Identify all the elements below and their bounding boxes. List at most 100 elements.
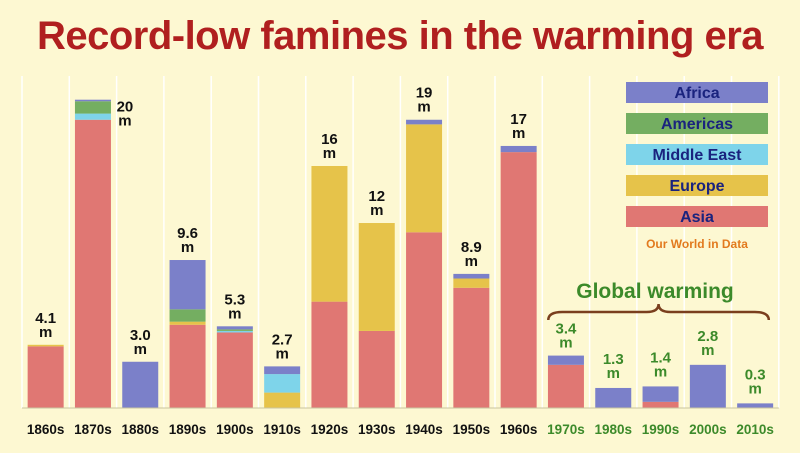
legend-swatch-middle-east — [626, 144, 768, 165]
bar-asia-1900s — [216, 332, 253, 408]
bar-unit-label: m — [118, 113, 131, 130]
bar-unit-label: m — [39, 324, 52, 341]
bar-asia-1950s — [453, 287, 490, 408]
bar-africa-1980s — [595, 387, 632, 408]
legend: Africa Americas Middle East Europe Asia Our W… — [626, 82, 768, 251]
bar-unit-label: m — [323, 145, 336, 162]
x-tick-label: 1920s — [311, 422, 349, 437]
bar-europe-1950s — [453, 278, 490, 288]
bar-africa-2000s — [689, 364, 726, 408]
legend-label: Europe — [669, 178, 724, 195]
x-tick-label: 2010s — [736, 422, 774, 437]
bar-unit-label: m — [748, 380, 761, 397]
x-tick-label: 1870s — [74, 422, 112, 437]
bar-africa-1900s — [216, 326, 253, 330]
bar-total-label: 5.3 — [224, 291, 245, 308]
bar-unit-label: m — [654, 363, 667, 380]
bar-unit-label: m — [134, 341, 147, 358]
bar-asia-1990s — [642, 401, 679, 408]
bar-asia-1940s — [406, 232, 443, 408]
bar-total-label: 2.8 — [697, 328, 718, 345]
bar-total-label: 2.7 — [272, 331, 293, 348]
bar-asia-1970s — [547, 364, 584, 408]
bar-unit-label: m — [559, 335, 572, 352]
bar-africa-1940s — [406, 119, 443, 125]
x-tick-label: 1930s — [358, 422, 396, 437]
bar-africa-1950s — [453, 273, 490, 279]
bar-asia-1920s — [311, 301, 348, 408]
bar-total-label: 0.3 — [745, 366, 766, 383]
bar-africa-2010s — [737, 403, 774, 408]
bar-middle-east-1910s — [264, 374, 301, 393]
bar-middle-east-1870s — [74, 113, 111, 120]
bar-total-label: 19 — [416, 85, 433, 102]
global-warming-brace — [547, 303, 771, 321]
bar-africa-1970s — [547, 355, 584, 365]
bar-total-label: 1.3 — [603, 351, 624, 368]
bar-total-label: 16 — [321, 131, 338, 148]
bar-unit-label: m — [275, 345, 288, 362]
x-tick-label: 1980s — [594, 422, 632, 437]
bar-africa-1880s — [122, 361, 159, 408]
x-tick-label: 1940s — [405, 422, 443, 437]
global-warming-annotation: Global warming — [576, 280, 734, 303]
legend-swatch-europe — [626, 175, 768, 196]
bar-unit-label: m — [370, 202, 383, 219]
bar-asia-1930s — [358, 330, 395, 408]
source-label: Our World in Data — [646, 237, 748, 251]
bar-unit-label: m — [701, 342, 714, 359]
legend-label: Americas — [661, 116, 733, 133]
bar-total-label: 8.9 — [461, 239, 482, 256]
bar-europe-1860s — [27, 344, 64, 347]
bar-americas-1890s — [169, 309, 206, 322]
bar-europe-1910s — [264, 392, 301, 408]
bar-unit-label: m — [417, 99, 430, 116]
x-tick-label: 2000s — [689, 422, 727, 437]
legend-label: Middle East — [653, 147, 743, 164]
bar-europe-1930s — [358, 223, 395, 331]
legend-label: Africa — [674, 85, 719, 102]
x-tick-label: 1900s — [216, 422, 254, 437]
bar-americas-1900s — [216, 329, 253, 331]
x-tick-label: 1950s — [453, 422, 491, 437]
bar-africa-1910s — [264, 366, 301, 375]
bar-africa-1870s — [74, 99, 111, 102]
bar-asia-1960s — [500, 152, 537, 408]
bar-europe-1890s — [169, 321, 206, 325]
bar-total-label: 3.0 — [130, 327, 151, 344]
bar-asia-1860s — [27, 346, 64, 408]
bar-africa-1990s — [642, 386, 679, 402]
bar-chart: 4.1m1860s20m1870s3.0m1880s9.6m1890s5.3m1… — [21, 76, 780, 437]
x-tick-label: 1880s — [121, 422, 159, 437]
bar-africa-1960s — [500, 145, 537, 153]
x-tick-label: 1970s — [547, 422, 585, 437]
legend-swatch-americas — [626, 113, 768, 134]
bar-total-label: 20 — [117, 99, 134, 116]
bar-europe-1920s — [311, 165, 348, 302]
bar-asia-1890s — [169, 324, 206, 408]
bar-asia-1870s — [74, 119, 111, 408]
bar-africa-1890s — [169, 260, 206, 310]
bar-americas-1870s — [74, 101, 111, 114]
legend-swatch-africa — [626, 82, 768, 103]
bar-middle-east-1900s — [216, 330, 253, 333]
bar-unit-label: m — [607, 365, 620, 382]
bar-total-label: 4.1 — [35, 310, 56, 327]
bar-unit-label: m — [181, 239, 194, 256]
bar-europe-1940s — [406, 124, 443, 233]
chart-title: Record-low famines in the warming era — [36, 14, 764, 58]
bar-total-label: 9.6 — [177, 225, 198, 242]
legend-label: Asia — [680, 209, 714, 226]
x-tick-label: 1890s — [169, 422, 207, 437]
x-tick-label: 1960s — [500, 422, 538, 437]
bar-unit-label: m — [465, 253, 478, 270]
bar-total-label: 17 — [510, 111, 527, 128]
bar-total-label: 1.4 — [650, 349, 672, 366]
grid-lines — [21, 76, 780, 408]
legend-swatch-asia — [626, 206, 768, 227]
bar-total-label: 12 — [368, 188, 385, 205]
bar-unit-label: m — [512, 125, 525, 142]
bar-unit-label: m — [228, 305, 241, 322]
x-tick-label: 1990s — [642, 422, 680, 437]
